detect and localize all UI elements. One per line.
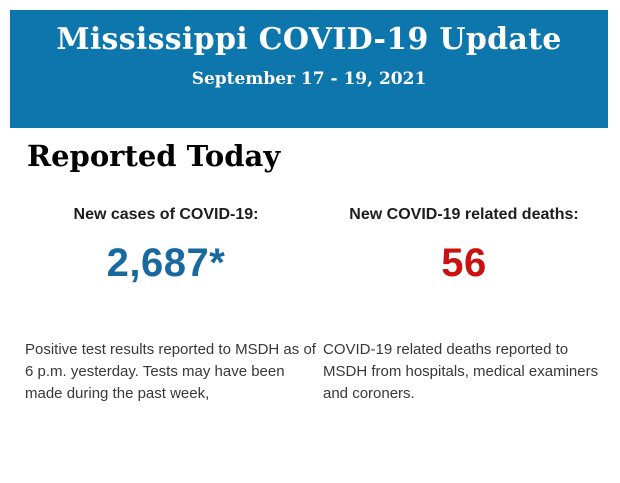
new-cases-label: New cases of COVID-19: <box>73 206 259 223</box>
section-heading: Reported Today <box>27 139 281 173</box>
new-deaths-label: New COVID-19 related deaths: <box>349 206 579 223</box>
banner-title: Mississippi COVID-19 Update <box>56 22 562 57</box>
stat-new-deaths: New COVID-19 related deaths: 56 <box>322 206 606 286</box>
new-deaths-value: 56 <box>441 241 487 285</box>
banner: Mississippi COVID-19 Update September 17… <box>10 10 608 128</box>
new-cases-value: 2,687* <box>106 241 226 285</box>
banner-date-range: September 17 - 19, 2021 <box>191 69 427 89</box>
new-cases-description: Positive test results reported to MSDH a… <box>25 341 316 402</box>
stat-new-cases: New cases of COVID-19: 2,687* <box>24 206 308 286</box>
new-deaths-description: COVID-19 related deaths reported to MSDH… <box>323 341 599 402</box>
